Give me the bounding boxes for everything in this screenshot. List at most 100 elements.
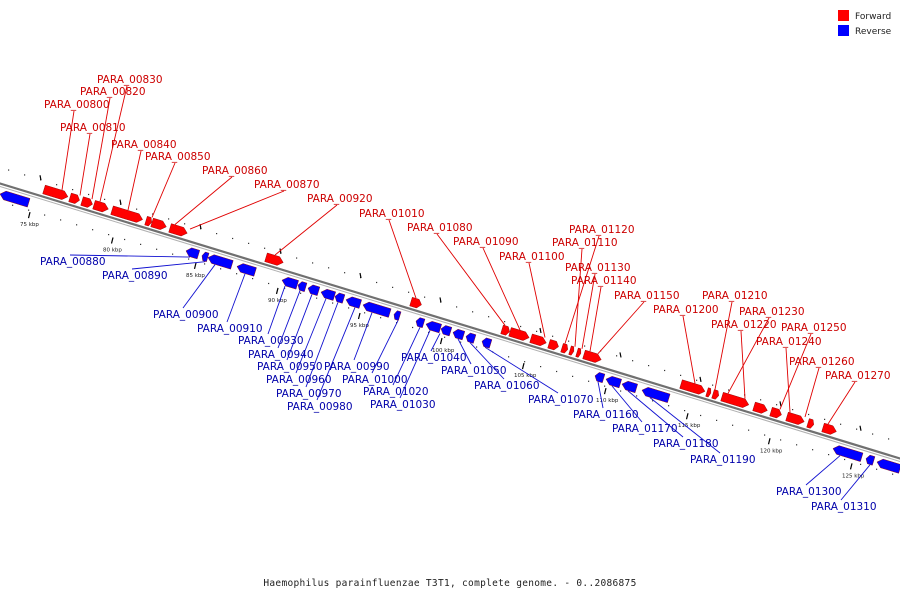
tick-mark <box>779 401 782 407</box>
track-dot <box>664 369 666 372</box>
reverse-gene-label: PARA_01300 <box>776 486 842 498</box>
forward-gene-label: PARA_00800 <box>44 99 110 111</box>
gene-arrow <box>752 401 768 414</box>
reverse-gene-label: PARA_01020 <box>363 386 429 398</box>
track-dot <box>156 248 158 250</box>
gene-body <box>752 401 768 414</box>
label-leader-lines <box>61 85 871 501</box>
track-dot <box>488 316 490 318</box>
leader-line <box>69 254 191 258</box>
kbp-tick-label: 80 kbp <box>103 248 122 254</box>
forward-gene-label: PARA_00830 <box>97 74 163 86</box>
gene-body <box>440 325 453 337</box>
gene-arrow <box>236 263 257 277</box>
gene-body <box>144 216 152 227</box>
leader-line <box>457 338 472 365</box>
kbp-tick-mark <box>521 362 525 370</box>
leader-line <box>597 301 645 355</box>
track-dot <box>248 242 250 244</box>
forward-gene-label: PARA_01130 <box>565 262 631 274</box>
track-dot <box>332 302 334 304</box>
forward-gene-label: PARA_01080 <box>407 222 473 234</box>
forward-gene-label: PARA_00920 <box>307 193 373 205</box>
track-dot <box>568 340 570 342</box>
gene-arrow <box>582 349 602 363</box>
leader-line <box>316 307 356 401</box>
gene-body <box>711 389 719 400</box>
kbp-tick-label: 125 kbp <box>842 473 865 479</box>
track-dot <box>316 297 318 299</box>
leader-line <box>305 302 339 388</box>
gene-arrow <box>481 337 493 349</box>
track-dot <box>792 409 794 411</box>
track-dot <box>140 243 142 245</box>
gene-arrow <box>297 281 308 292</box>
forward-gene-label: PARA_01210 <box>702 290 768 302</box>
gene-body <box>594 372 606 383</box>
forward-gene-label: PARA_01090 <box>453 236 519 248</box>
track-dot <box>108 234 110 236</box>
forward-gene-label: PARA_01140 <box>571 275 637 287</box>
gene-arrow <box>425 321 442 334</box>
reverse-gene-label: PARA_01180 <box>653 438 719 450</box>
gene-arrow <box>415 317 426 329</box>
gene-body <box>481 337 493 349</box>
track-dot <box>616 355 618 357</box>
gene-arrow <box>621 380 638 393</box>
reverse-gene-label: PARA_00930 <box>238 335 304 347</box>
leader-line <box>682 315 696 384</box>
kbp-tick-mark <box>275 287 279 295</box>
leader-line <box>484 346 559 394</box>
reverse-gene-label: PARA_00960 <box>266 374 332 386</box>
gene-arrow <box>560 343 568 354</box>
track-dot <box>700 414 702 417</box>
track-dot <box>828 454 830 456</box>
track-dot <box>152 213 154 215</box>
track-dot <box>220 268 222 270</box>
gene-body <box>769 407 782 419</box>
leader-line <box>785 347 791 413</box>
reverse-gene-label: PARA_01170 <box>612 423 678 435</box>
gene-arrow <box>785 411 805 425</box>
track-dot <box>696 379 698 381</box>
gene-body <box>876 458 900 474</box>
track-dot <box>376 281 378 284</box>
gene-body <box>42 184 69 200</box>
gene-body <box>529 333 547 346</box>
track-dot <box>88 193 90 196</box>
gene-body <box>307 284 321 296</box>
track-dot <box>104 198 106 200</box>
gene-body <box>547 339 559 351</box>
tick-mark <box>39 175 42 181</box>
gene-arrow <box>42 184 69 200</box>
track-dot <box>424 296 426 298</box>
leader-line <box>174 176 233 225</box>
gene-body <box>568 345 575 356</box>
leader-line <box>151 162 176 218</box>
gene-arrow <box>362 301 392 318</box>
gene-arrow <box>320 288 336 301</box>
leader-line <box>581 273 596 349</box>
track-dot <box>60 219 62 221</box>
track-dot <box>72 189 74 191</box>
gene-body <box>508 327 530 341</box>
leader-line <box>649 397 721 454</box>
forward-gene-label: PARA_01260 <box>789 356 855 368</box>
track-dot <box>28 209 30 211</box>
track-dot <box>732 424 734 426</box>
track-dot <box>300 292 302 294</box>
gene-body <box>281 277 299 290</box>
kbp-tick-label: 105 kbp <box>514 373 537 379</box>
gene-body <box>207 254 234 270</box>
gene-arrow <box>334 292 346 304</box>
reverse-gene-label: PARA_00910 <box>197 323 263 335</box>
tick-mark <box>539 327 542 334</box>
leader-line <box>430 333 441 352</box>
gene-arrow <box>80 196 93 208</box>
track-dot <box>232 237 234 240</box>
gene-arrow <box>594 372 606 383</box>
forward-gene-label: PARA_01120 <box>569 224 635 236</box>
gene-body <box>0 190 31 208</box>
gene-arrow <box>465 332 477 344</box>
